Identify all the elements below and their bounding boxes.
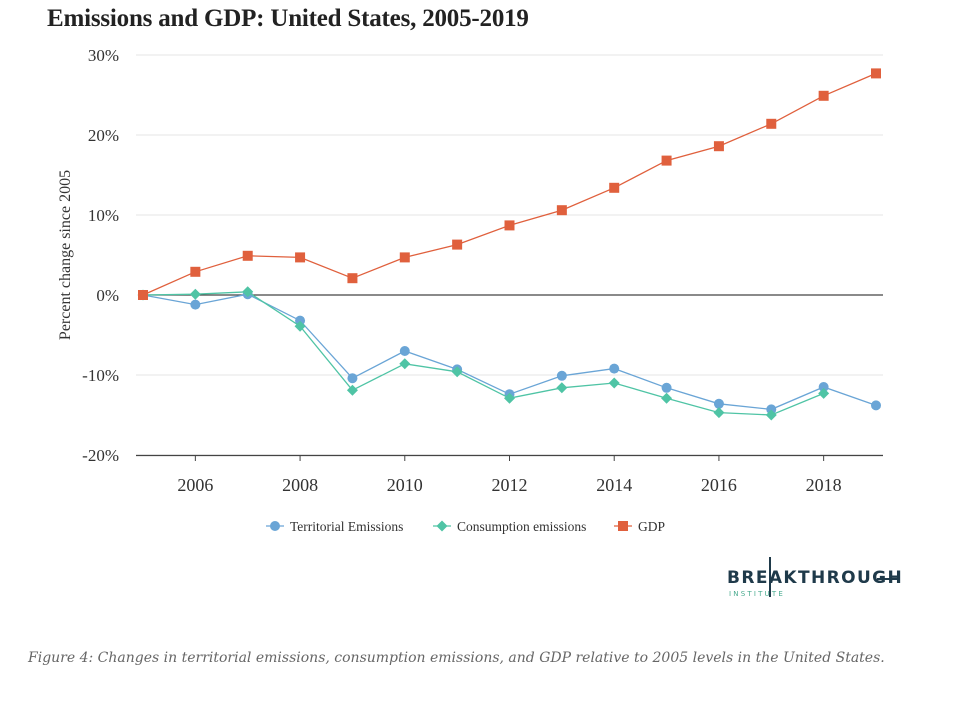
x-tick-label: 2010: [387, 475, 423, 495]
data-point: [766, 404, 777, 415]
y-tick-label: -20%: [82, 446, 119, 465]
data-point: [609, 363, 620, 374]
x-tick-label: 2014: [596, 475, 632, 495]
data-point: [452, 239, 463, 250]
data-point: [713, 141, 724, 152]
logo-horizontal-bar: [877, 578, 899, 580]
data-point: [242, 286, 254, 298]
x-tick-label: 2018: [806, 475, 842, 495]
x-tick-label: 2012: [492, 475, 528, 495]
data-point: [871, 68, 881, 79]
data-point: [556, 370, 567, 381]
y-axis-label: Percent change since 2005: [57, 170, 74, 340]
data-point: [713, 398, 724, 409]
data-point: [766, 118, 777, 129]
series-line-consumption-emissions: [142, 291, 824, 416]
x-tick-label: 2016: [701, 475, 737, 495]
legend: Territorial Emissions Consumption emissio…: [266, 519, 665, 534]
axes: 30% 20% 10% 0% -10% -20% 2006 2008 2010 2012 2014 2…: [82, 46, 883, 495]
data-point: [295, 315, 306, 326]
data-point: [504, 220, 515, 231]
data-point: [399, 358, 411, 370]
breakthrough-logo: BREAKTHROUGH INSTITUTE: [727, 557, 902, 601]
logo-vertical-bar: [769, 557, 771, 597]
data-point: [661, 382, 672, 393]
legend-label[interactable]: Territorial Emissions: [290, 519, 403, 534]
legend-label[interactable]: GDP: [638, 519, 665, 534]
data-point: [765, 409, 777, 421]
series: [137, 68, 881, 421]
figure-caption: Figure 4: Changes in territorial emissio…: [28, 650, 885, 666]
data-point: [242, 250, 253, 261]
x-tick-label: 2006: [177, 475, 213, 495]
data-point: [608, 377, 620, 389]
legend-marker: [270, 521, 280, 531]
logo-subtitle-text: INSTITUTE: [729, 590, 785, 598]
data-point: [451, 366, 463, 378]
data-point: [347, 373, 358, 384]
data-point: [609, 182, 620, 193]
data-point: [713, 407, 725, 419]
chart-title: Emissions and GDP: United States, 2005-2…: [47, 5, 529, 32]
y-tick-label: 0%: [96, 286, 119, 305]
data-point: [504, 392, 515, 404]
legend-label[interactable]: Consumption emissions: [457, 519, 586, 534]
data-point: [556, 382, 568, 394]
data-point: [189, 288, 201, 300]
logo-brand-text: BREAKTHROUGH: [727, 568, 904, 588]
legend-marker: [618, 521, 628, 531]
data-point: [556, 205, 567, 216]
data-point: [818, 90, 829, 101]
data-point: [818, 382, 829, 392]
data-point: [399, 346, 410, 356]
data-point: [347, 273, 358, 284]
series-line-gdp: [142, 72, 877, 296]
data-point: [190, 299, 201, 310]
data-point: [190, 266, 201, 277]
data-point: [818, 387, 830, 399]
data-point: [871, 400, 881, 411]
x-tick-label: 2008: [282, 475, 318, 495]
y-tick-label: 10%: [88, 206, 119, 225]
data-point: [661, 155, 672, 166]
data-point: [138, 290, 148, 300]
data-point: [661, 392, 673, 404]
y-tick-label: 20%: [88, 126, 119, 145]
y-tick-label: 30%: [88, 46, 119, 65]
data-point: [294, 320, 306, 332]
data-point: [399, 252, 410, 263]
data-point: [295, 252, 306, 263]
y-tick-label: -10%: [82, 366, 119, 385]
legend-marker: [436, 520, 448, 532]
data-point: [346, 384, 358, 396]
